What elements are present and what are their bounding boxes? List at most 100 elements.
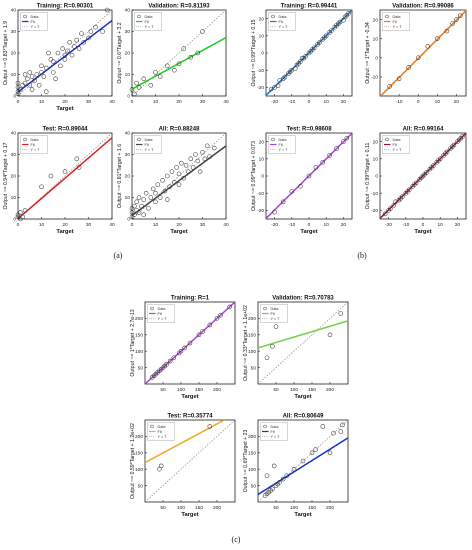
panel-title: Test: R=0.35774 xyxy=(167,414,213,420)
y-tick-label: 150 xyxy=(248,451,256,457)
data-point xyxy=(169,169,175,174)
y-tick-label: 50 xyxy=(138,483,144,489)
x-tick-label: 100 xyxy=(177,387,185,393)
legend-label-data: Data xyxy=(279,138,288,142)
data-point xyxy=(327,332,333,338)
panel-title: Training: R=0.99441 xyxy=(281,4,338,10)
data-point xyxy=(444,28,450,34)
y-axis-label: Output ~= 0.94*Target + 0.17 xyxy=(3,142,9,209)
data-point xyxy=(27,82,33,88)
y-axis-label: Output ~= 0.99*Target + 0.073 xyxy=(251,141,257,211)
panel-title: Training: R=1 xyxy=(171,296,210,302)
chart-panel-b-all: -20 -10 0 10 20 -20 -10 0 10 20 All: R=0.99164 Targ… xyxy=(365,127,467,235)
y-tick-label: -10 xyxy=(371,75,378,81)
legend-data-marker xyxy=(263,424,267,429)
legend-label-data: Data xyxy=(393,138,402,142)
y-tick-label: 20 xyxy=(259,139,265,145)
panel-title: Training: R=0.90301 xyxy=(37,4,94,10)
data-point xyxy=(160,178,165,183)
x-tick-label: 40 xyxy=(223,222,229,228)
legend-label-identity: Y = T xyxy=(145,25,155,29)
subfigure-caption: (a) xyxy=(114,251,123,260)
data-point xyxy=(282,74,288,80)
data-point xyxy=(311,45,317,51)
legend-label-identity: Y = T xyxy=(271,317,281,321)
data-point xyxy=(313,165,319,170)
x-axis-label: Target xyxy=(181,394,198,400)
data-point xyxy=(415,55,421,61)
legend-data-marker xyxy=(271,137,275,142)
data-point xyxy=(50,59,56,64)
data-point xyxy=(100,29,105,34)
chart-panel-c-all: 50 100 150 200 50 100 150 200 All: R=0.80649 Targ… xyxy=(243,414,349,518)
x-axis-label: Target xyxy=(170,229,187,235)
legend-label-fit: Fit xyxy=(158,430,163,434)
x-tick-label: 0 xyxy=(17,222,20,228)
x-tick-label: 150 xyxy=(195,387,203,393)
data-point xyxy=(178,348,184,354)
legend-label-data: Data xyxy=(145,138,154,142)
fit-line xyxy=(145,420,226,464)
y-tick-label: 20 xyxy=(373,139,379,145)
data-point xyxy=(280,199,286,205)
x-tick-label: 50 xyxy=(160,387,166,393)
data-point xyxy=(334,146,339,151)
y-tick-label: 100 xyxy=(248,467,256,473)
data-point xyxy=(143,190,149,196)
fit-line xyxy=(132,145,226,217)
legend-label-fit: Fit xyxy=(271,312,276,316)
data-point xyxy=(141,197,147,202)
data-point xyxy=(207,424,213,429)
y-tick-label: 20 xyxy=(11,174,17,180)
x-tick-label: 20 xyxy=(176,99,182,105)
x-tick-label: 10 xyxy=(39,99,45,105)
data-point xyxy=(207,322,213,328)
data-point xyxy=(167,358,173,364)
data-point xyxy=(291,466,297,472)
data-point xyxy=(214,316,220,321)
legend-label-data: Data xyxy=(393,15,402,19)
legend-label-data: Data xyxy=(271,307,280,311)
y-tick-label: 20 xyxy=(125,174,131,180)
data-point xyxy=(148,195,154,200)
data-point xyxy=(344,135,350,141)
data-point xyxy=(200,29,205,34)
y-axis-label: Output ~= 0.99*Target + 0.11 xyxy=(365,143,371,210)
legend-label-data: Data xyxy=(158,425,167,429)
data-point xyxy=(338,429,344,434)
data-point xyxy=(50,70,56,75)
x-tick-label: 40 xyxy=(109,222,115,228)
data-point xyxy=(29,74,35,79)
data-point xyxy=(313,447,318,452)
data-point xyxy=(320,159,326,165)
y-axis-label: Output ~= 0.69*Target + 23 xyxy=(243,430,249,493)
legend-label-identity: Y = T xyxy=(279,148,289,152)
panel-title: Validation: R=0.99086 xyxy=(392,4,454,10)
x-tick-label: 50 xyxy=(273,505,279,511)
data-point xyxy=(105,7,110,13)
legend-label-identity: Y = T xyxy=(31,148,41,152)
data-point xyxy=(264,473,270,479)
legend-label-identity: Y = T xyxy=(279,25,289,29)
legend-label-identity: Y = T xyxy=(393,148,403,152)
x-tick-label: 100 xyxy=(290,505,298,511)
data-point xyxy=(284,473,290,479)
y-tick-label: 10 xyxy=(11,195,17,201)
data-point xyxy=(275,83,281,88)
legend-label-identity: Y = T xyxy=(393,25,403,29)
y-tick-label: 20 xyxy=(11,51,17,57)
legend-data-marker xyxy=(385,14,389,19)
fit-line xyxy=(18,19,112,93)
legend-label-fit: Fit xyxy=(393,20,398,24)
y-tick-label: 10 xyxy=(125,195,131,201)
y-tick-label: 40 xyxy=(11,131,17,137)
chart-panel-c-training: 50 100 150 200 50 100 150 200 Training: R=1 Targe… xyxy=(130,296,236,400)
data-point xyxy=(18,87,23,92)
data-point xyxy=(153,70,158,75)
data-point xyxy=(329,28,334,33)
y-tick-label: 0 xyxy=(261,174,264,180)
legend-data-marker xyxy=(137,14,141,19)
